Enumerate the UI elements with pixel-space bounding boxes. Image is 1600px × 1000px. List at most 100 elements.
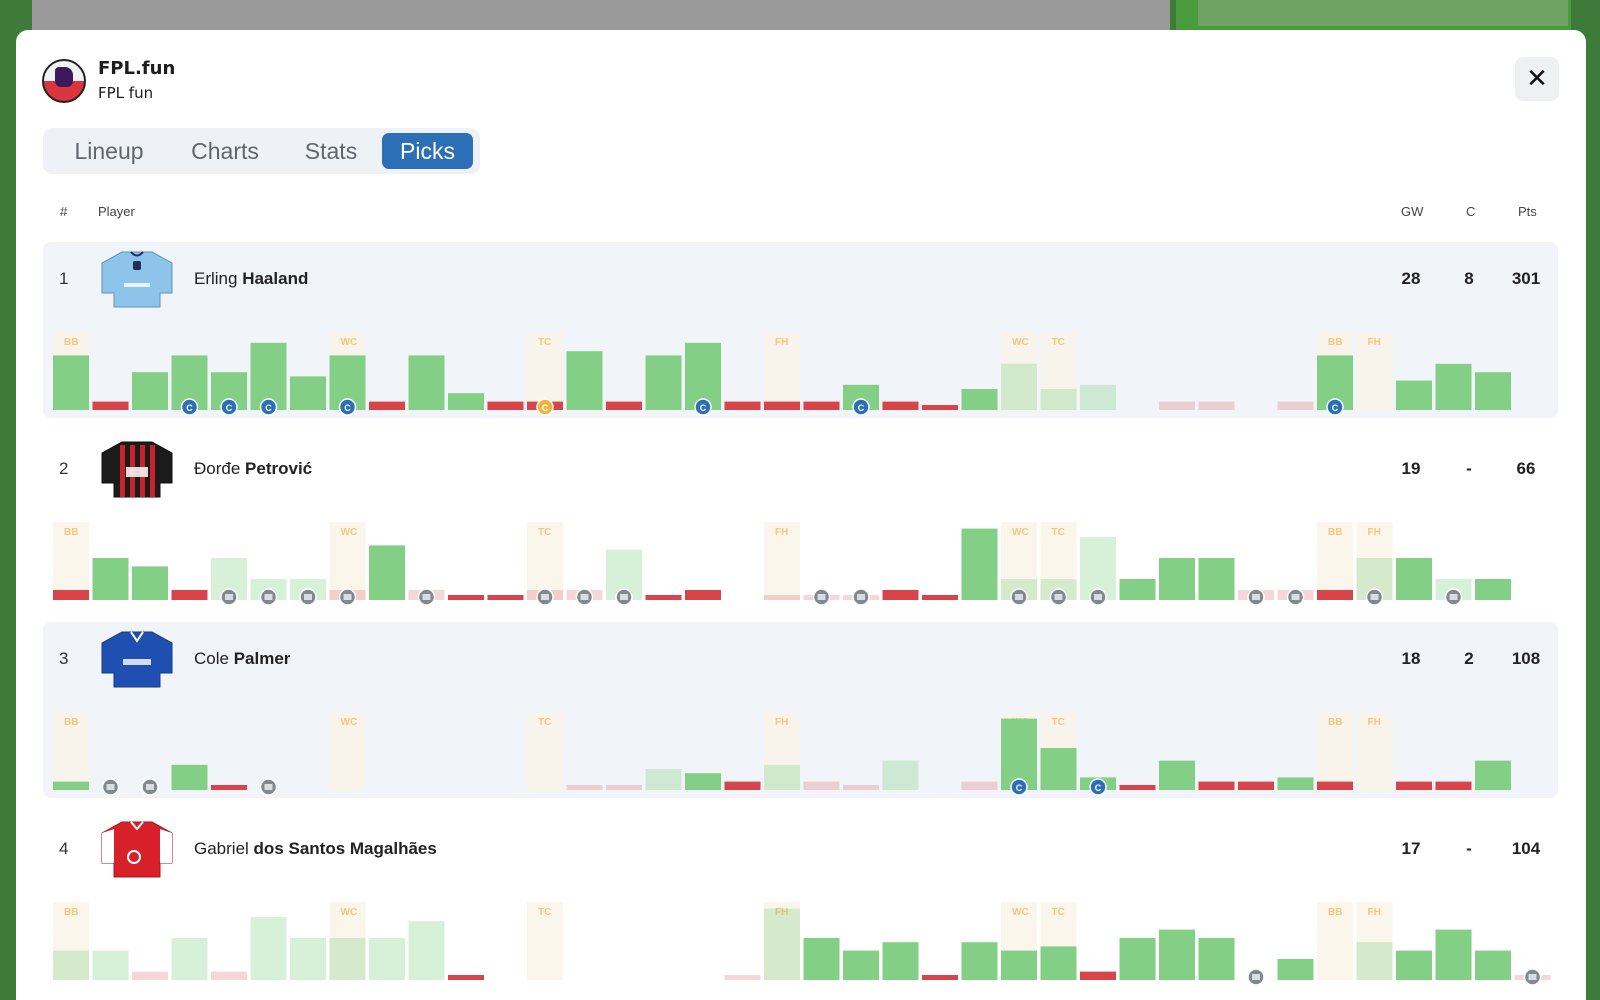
tab-charts[interactable]: Charts <box>191 138 259 164</box>
player-row[interactable]: 2 Đorđe Petrović 19 - 66 BB WC TC FH WC TC BB F… <box>43 432 1558 608</box>
bench-seat-icon <box>264 594 273 600</box>
gameweek-bar <box>1435 363 1472 410</box>
player-row[interactable]: 1 Erling Haaland 28 8 301 BB WC TC FH WC TC BB… <box>43 242 1558 418</box>
column-header-points[interactable]: Pts <box>1518 204 1537 219</box>
bench-seat-icon <box>541 594 549 600</box>
tab-bar: Lineup Charts Stats Picks <box>43 128 480 174</box>
gameweek-bar <box>1080 384 1116 410</box>
chip-label: BB <box>64 527 78 538</box>
bench-seat-icon <box>343 594 352 600</box>
player-rank: 1 <box>59 269 69 288</box>
tab-picks[interactable]: Picks <box>382 133 473 169</box>
gameweek-bar <box>329 938 366 980</box>
column-header-player[interactable]: Player <box>98 204 135 219</box>
column-header-captain[interactable]: C <box>1466 204 1476 219</box>
player-name[interactable]: Erling Haaland <box>194 269 308 289</box>
gameweek-bar <box>211 785 247 790</box>
gameweek-bar <box>53 950 89 980</box>
chip-label: BB <box>1328 717 1342 728</box>
gameweek-bar <box>1001 718 1037 790</box>
gameweek-bar <box>764 908 800 980</box>
chip-label: BB <box>1328 337 1342 348</box>
chip-label: BB <box>64 337 78 348</box>
player-name[interactable]: Đorđe Petrović <box>194 459 312 479</box>
close-button[interactable]: ✕ <box>1515 57 1559 101</box>
gameweek-bar <box>961 389 998 410</box>
chip-label: WC <box>1012 527 1029 538</box>
chip-label: WC <box>341 337 358 348</box>
chip-label: BB <box>1328 527 1342 538</box>
gameweek-bar <box>882 760 919 790</box>
gameweek-chart: BB WC TC FH WC TC BB FH C C C C C C C C <box>53 332 1511 416</box>
player-rank: 4 <box>59 839 69 858</box>
captain-marker-letter: C <box>542 403 549 413</box>
arsenal-shirt-icon <box>101 821 173 878</box>
gameweek-bar <box>92 950 129 980</box>
player-gw-count: 17 <box>1401 839 1421 858</box>
bench-seat-icon <box>1252 594 1260 600</box>
close-icon: ✕ <box>1526 64 1548 94</box>
player-last-name: dos Santos Magalhães <box>253 839 437 858</box>
captain-marker-letter: C <box>1095 783 1102 793</box>
player-points: 104 <box>1511 839 1541 858</box>
chip-label: FH <box>775 527 788 538</box>
chip-label: BB <box>64 907 78 918</box>
gameweek-bar <box>724 401 761 410</box>
captain-marker-icon <box>338 398 357 416</box>
gameweek-bar <box>171 590 208 600</box>
player-last-name: Palmer <box>233 649 291 668</box>
gameweek-bar <box>724 975 761 980</box>
bournemouth-shirt-icon <box>101 441 173 498</box>
gameweek-bar <box>132 372 168 410</box>
column-header-rank: # <box>60 204 68 219</box>
gameweek-bar <box>1119 938 1156 980</box>
chip-label: FH <box>775 337 788 348</box>
chip-column <box>527 332 563 410</box>
bench-seat-icon <box>225 594 233 600</box>
background-pitch-banner <box>1198 0 1568 26</box>
gameweek-bar <box>1080 971 1116 980</box>
tab-stats[interactable]: Stats <box>304 138 358 164</box>
bench-seat-icon <box>304 594 312 600</box>
tab-lineup[interactable]: Lineup <box>74 138 144 164</box>
gameweek-bar <box>1277 401 1314 410</box>
chip-column <box>1001 332 1037 410</box>
bench-seat-icon <box>620 594 628 600</box>
chip-label: TC <box>1052 527 1065 538</box>
gameweek-bar <box>1040 389 1077 410</box>
captain-marker-letter: C <box>858 403 865 413</box>
app-name: FPL.fun <box>98 58 176 79</box>
captain-marker-letter: C <box>344 403 351 413</box>
column-header-gw[interactable]: GW <box>1401 204 1424 219</box>
chip-column <box>329 712 366 790</box>
gameweek-bar <box>685 773 721 790</box>
captain-marker-letter: C <box>1332 403 1339 413</box>
app-subtitle: FPL fun <box>98 84 154 102</box>
player-row[interactable]: 4 Gabriel dos Santos Magalhães 17 - 104 … <box>43 812 1558 988</box>
player-name[interactable]: Gabriel dos Santos Magalhães <box>194 839 437 859</box>
chip-column <box>527 712 563 790</box>
player-name[interactable]: Cole Palmer <box>194 649 290 669</box>
player-row[interactable]: 3 Cole Palmer 18 2 108 BBWCTCFHWCTCBBFHC… <box>43 622 1558 798</box>
gameweek-bar <box>803 781 840 790</box>
captain-marker-icon <box>852 398 870 416</box>
captain-marker-letter: C <box>265 403 272 413</box>
player-first-name: Đorđe <box>194 459 241 478</box>
player-first-name: Erling <box>194 269 238 288</box>
gameweek-bar <box>487 595 524 600</box>
captain-marker-icon <box>259 398 278 416</box>
chip-label: TC <box>1052 717 1065 728</box>
gameweek-bar <box>369 401 405 410</box>
gameweek-bar <box>566 351 603 410</box>
chip-column <box>1317 522 1353 600</box>
chip-column <box>1317 902 1353 980</box>
chip-column <box>1356 522 1393 600</box>
bench-seat-icon <box>1449 594 1458 600</box>
player-points: 108 <box>1511 649 1541 668</box>
bench-seat-icon <box>1370 594 1379 600</box>
chip-label: TC <box>538 337 551 348</box>
gameweek-bar <box>1317 781 1353 790</box>
gameweek-bar <box>1159 401 1195 410</box>
lion-crest-icon <box>55 67 73 87</box>
